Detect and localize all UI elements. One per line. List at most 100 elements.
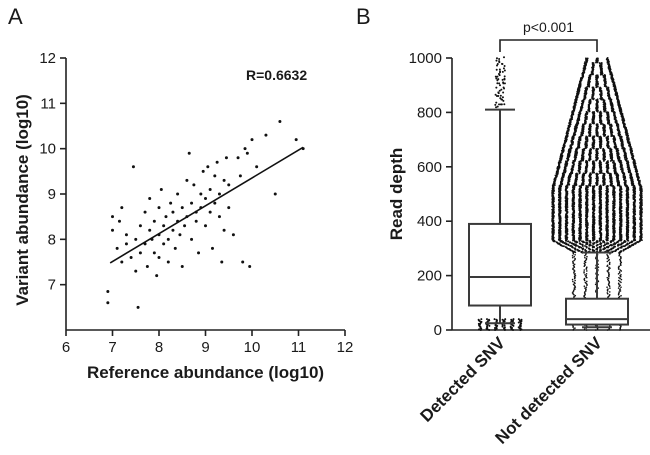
data-point: [623, 239, 626, 242]
x-axis-title: Reference abundance (log10): [87, 363, 324, 382]
data-point: [187, 151, 191, 155]
data-point: [587, 247, 590, 250]
panel-label-b: B: [356, 4, 371, 29]
data-point: [250, 138, 254, 142]
data-point: [598, 170, 601, 172]
x-tick-label: 11: [291, 339, 307, 356]
data-point: [561, 239, 563, 242]
data-point: [593, 242, 596, 244]
overlay-points-not-detected: [551, 57, 643, 331]
data-point: [567, 240, 570, 243]
data-point: [591, 248, 594, 251]
data-point: [264, 133, 268, 137]
data-point: [580, 250, 583, 253]
data-point: [613, 242, 616, 244]
data-point: [634, 235, 637, 238]
data-point: [575, 172, 578, 175]
data-point: [138, 251, 142, 255]
data-point: [213, 201, 217, 205]
data-point: [173, 246, 177, 250]
data-point: [606, 242, 608, 244]
data-point: [166, 237, 170, 241]
data-point: [573, 234, 576, 237]
data-point: [190, 201, 194, 205]
data-point: [610, 239, 613, 242]
data-point: [598, 187, 601, 190]
data-point: [584, 248, 587, 251]
data-point: [636, 241, 639, 243]
data-point: [124, 233, 128, 237]
x-tick-label: 9: [201, 339, 209, 356]
x-tick-label: 7: [108, 339, 116, 356]
data-point: [606, 185, 609, 187]
y-tick-label: 12: [39, 50, 56, 67]
data-point: [613, 245, 616, 248]
data-point: [573, 250, 575, 253]
x-tick-label: 8: [155, 339, 163, 356]
data-point: [134, 237, 138, 241]
data-point: [597, 243, 599, 246]
data-point: [599, 242, 602, 244]
data-point: [248, 265, 252, 269]
data-point: [164, 215, 168, 219]
y-axis-title: Variant abundance (log10): [13, 94, 32, 306]
x-tick-label: 12: [337, 339, 354, 356]
data-point: [138, 224, 142, 228]
data-point: [273, 192, 277, 196]
data-point: [585, 232, 587, 234]
data-point: [208, 210, 212, 214]
data-point: [206, 165, 210, 169]
y-tick-label: 1000: [409, 50, 442, 67]
data-point: [131, 165, 135, 169]
data-point: [574, 240, 577, 243]
data-point: [136, 305, 140, 309]
data-point: [145, 265, 149, 269]
panel-label-a: A: [8, 4, 23, 29]
data-point: [582, 240, 585, 243]
data-point: [599, 184, 602, 187]
data-point: [155, 274, 159, 278]
x-tick-label: 10: [244, 339, 261, 356]
data-point: [620, 242, 623, 245]
data-point: [589, 172, 592, 175]
data-point: [278, 119, 282, 123]
data-point: [204, 197, 207, 201]
data-point: [255, 165, 259, 169]
data-point: [199, 192, 203, 196]
data-point: [217, 192, 221, 196]
data-point: [215, 160, 219, 164]
data-point: [185, 178, 189, 182]
data-point: [213, 174, 217, 178]
y-tick-label: 600: [417, 159, 442, 176]
data-point: [592, 160, 595, 163]
data-point: [573, 247, 576, 250]
data-point: [222, 178, 226, 182]
data-point: [577, 245, 579, 247]
data-point: [603, 172, 606, 175]
data-point: [607, 245, 610, 248]
data-point: [600, 244, 603, 247]
data-point: [245, 151, 249, 155]
y-tick-label: 800: [417, 104, 442, 121]
data-point: [574, 243, 577, 246]
data-point: [571, 231, 574, 233]
data-point: [609, 147, 612, 150]
data-point: [578, 160, 581, 163]
data-point: [222, 228, 226, 232]
data-point: [159, 187, 163, 191]
data-point: [169, 201, 173, 205]
data-point: [120, 260, 124, 264]
data-point: [610, 243, 613, 246]
data-point: [194, 219, 198, 223]
data-point: [612, 235, 614, 238]
data-point: [584, 245, 586, 247]
data-point: [602, 147, 605, 150]
data-point: [224, 156, 228, 160]
data-point: [597, 147, 599, 150]
data-point: [171, 228, 175, 232]
y-tick-label: 10: [39, 141, 56, 158]
data-point: [602, 239, 605, 242]
data-point: [162, 224, 166, 228]
